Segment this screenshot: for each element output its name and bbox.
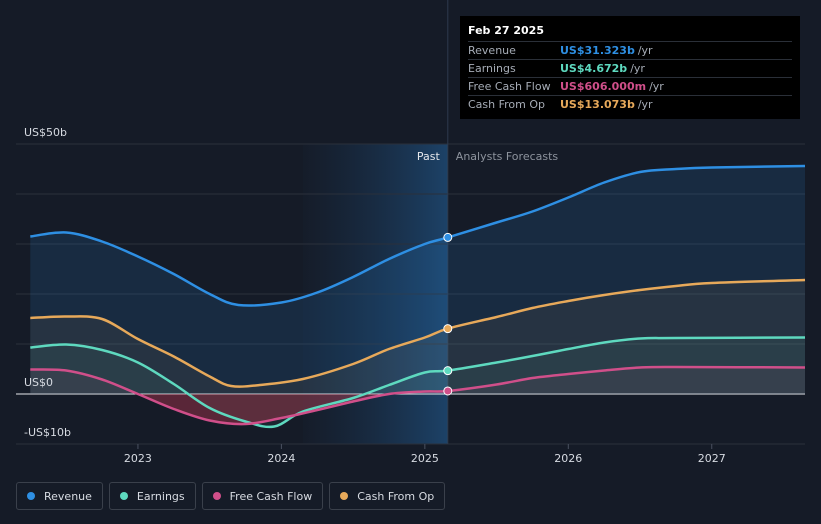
- earnings-marker: [443, 366, 453, 376]
- free-cash-flow-area: [30, 366, 806, 425]
- legend: Revenue Earnings Free Cash Flow Cash Fro…: [16, 482, 446, 510]
- legend-item-free-cash-flow[interactable]: Free Cash Flow: [201, 482, 324, 510]
- x-tick-label: 2023: [124, 452, 152, 465]
- legend-item-cash-from-op[interactable]: Cash From Op: [329, 482, 446, 510]
- past-label: Past: [417, 150, 441, 163]
- legend-dot-icon: [119, 492, 128, 500]
- legend-dot-icon: [27, 492, 35, 500]
- tooltip-unit: /yr: [637, 98, 653, 111]
- tooltip-label: Cash From Op: [468, 98, 546, 111]
- x-tick-label: 2025: [411, 452, 439, 465]
- tooltip: Feb 27 2025 Revenue US$31.323b /yr Earni…: [460, 16, 800, 119]
- x-tick-label: 2024: [267, 452, 295, 465]
- tooltip-unit: /yr: [637, 44, 653, 57]
- legend-dot-icon: [340, 492, 349, 500]
- tooltip-unit: /yr: [649, 80, 664, 93]
- tooltip-label: Earnings: [468, 62, 516, 75]
- legend-label: Revenue: [44, 489, 92, 503]
- forecast-label: Analysts Forecasts: [456, 150, 559, 163]
- y-tick-label: US$0: [24, 376, 53, 389]
- tooltip-row-cash-from-op: Cash From Op US$13.073b /yr: [468, 95, 792, 113]
- legend-item-revenue[interactable]: Revenue: [16, 482, 103, 510]
- x-tick-label: 2026: [554, 452, 582, 465]
- free-cash-flow-line: [30, 365, 806, 426]
- tooltip-date: Feb 27 2025: [468, 24, 544, 37]
- earnings-line: [30, 336, 806, 429]
- tooltip-value: US$606.000m: [560, 80, 647, 93]
- y-tick-label: US$50b: [24, 126, 67, 139]
- tooltip-label: Revenue: [468, 44, 516, 57]
- legend-label: Free Cash Flow: [229, 489, 313, 503]
- free-cash-flow-negative-area: [30, 394, 805, 425]
- cash-from-op-marker: [443, 324, 453, 334]
- legend-dot-icon: [212, 492, 221, 500]
- tooltip-value: US$13.073b: [560, 98, 635, 111]
- revenue-area: [30, 166, 806, 394]
- tooltip-row-free-cash-flow: Free Cash Flow US$606.000m /yr: [468, 77, 792, 95]
- y-tick-label: -US$10b: [24, 426, 71, 439]
- tooltip-row-revenue: Revenue US$31.323b /yr: [468, 41, 792, 59]
- tooltip-row-earnings: Earnings US$4.672b /yr: [468, 59, 792, 77]
- cash-from-op-area: [30, 280, 806, 394]
- earnings-area: [30, 337, 806, 427]
- tooltip-value: US$4.672b: [560, 62, 628, 75]
- tooltip-label: Free Cash Flow: [468, 80, 551, 93]
- tooltip-unit: /yr: [630, 62, 645, 75]
- revenue-marker: [443, 232, 453, 242]
- legend-label: Cash From Op: [357, 489, 435, 503]
- free-cash-flow-marker: [443, 386, 453, 396]
- legend-item-earnings[interactable]: Earnings: [108, 482, 196, 510]
- legend-label: Earnings: [136, 489, 185, 503]
- cash-from-op-line: [30, 278, 806, 388]
- revenue-line: [30, 164, 806, 307]
- tooltip-value: US$31.323b: [560, 44, 635, 57]
- x-tick-label: 2027: [698, 452, 726, 465]
